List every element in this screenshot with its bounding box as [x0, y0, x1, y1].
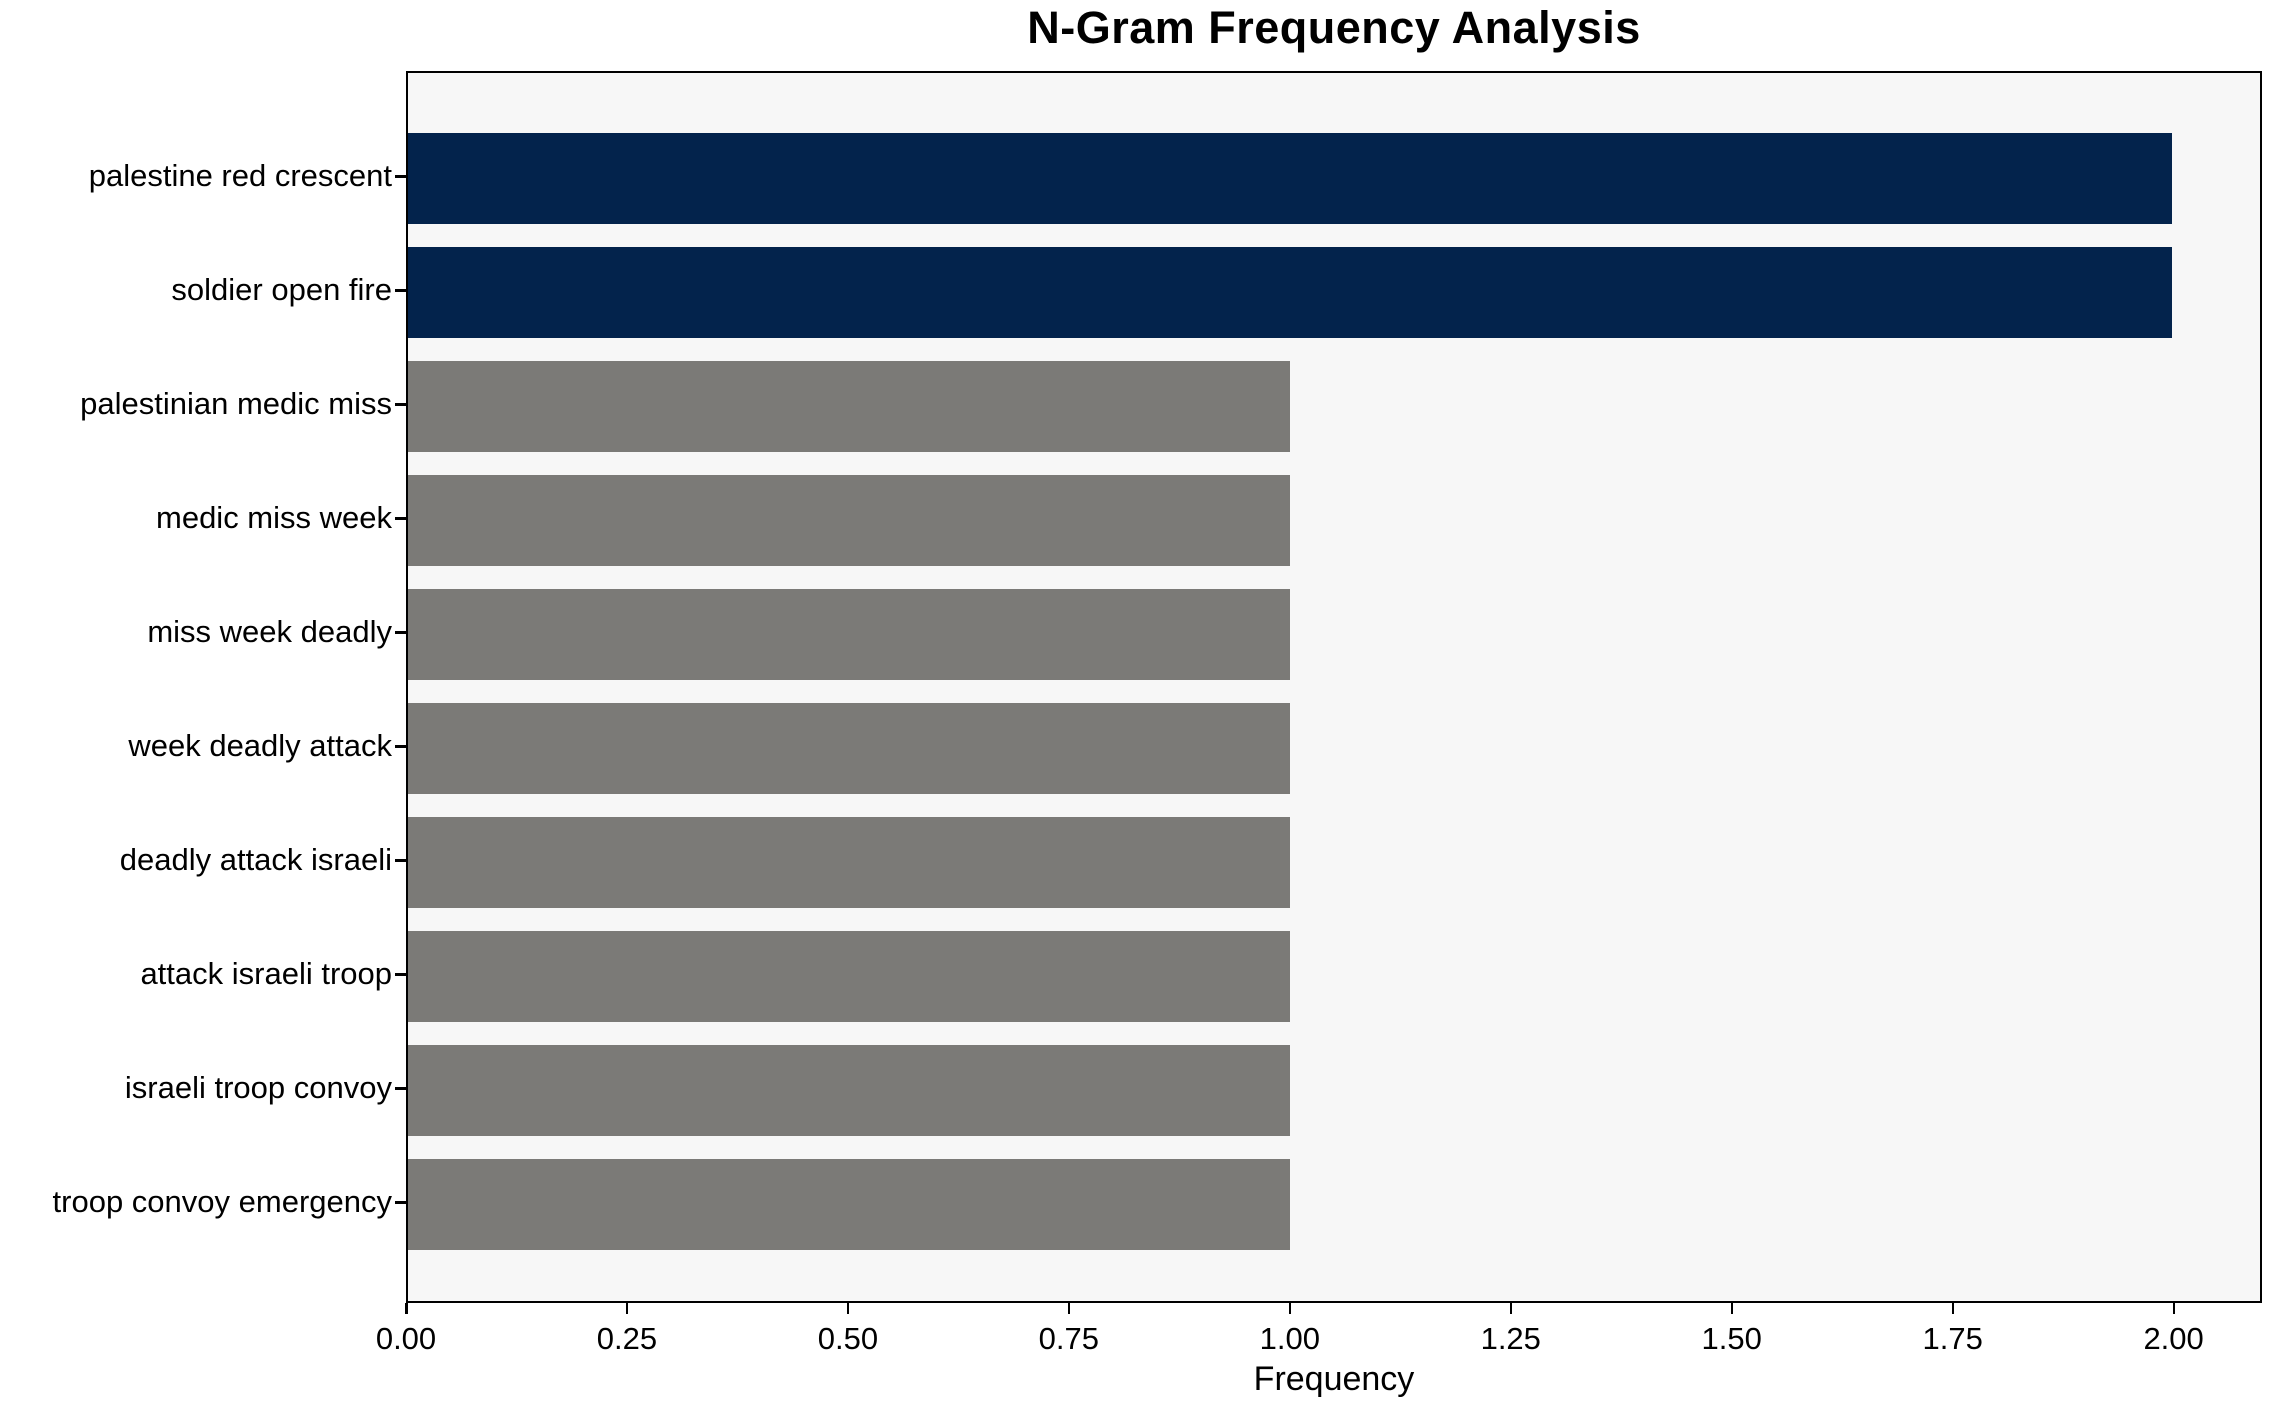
- y-tick-mark: [395, 973, 406, 976]
- y-tick-label: palestine red crescent: [88, 158, 392, 193]
- x-tick-mark: [2172, 1303, 2176, 1314]
- x-tick-label: 0.00: [375, 1321, 437, 1356]
- x-tick-label: 1.25: [1480, 1321, 1541, 1356]
- x-tick-label: 0.25: [596, 1321, 658, 1356]
- bar-week-deadly-attack: [408, 702, 1290, 794]
- x-axis-title: Frequency: [1253, 1360, 1415, 1398]
- x-tick-label: 0.75: [1038, 1321, 1100, 1356]
- y-tick-label: troop convoy emergency: [52, 1184, 392, 1219]
- chart-title: N-Gram Frequency Analysis: [1027, 2, 1641, 53]
- x-tick-label: 2.00: [2143, 1321, 2204, 1356]
- bar-medic-miss-week: [408, 474, 1290, 566]
- x-tick-mark: [1067, 1303, 1071, 1314]
- y-tick-label: palestinian medic miss: [80, 386, 392, 421]
- y-tick-mark: [395, 289, 406, 292]
- bar-troop-convoy-emergency: [408, 1158, 1290, 1250]
- y-tick-mark: [395, 859, 406, 862]
- y-tick-mark: [395, 631, 406, 634]
- bar-attack-israeli-troop: [408, 930, 1290, 1022]
- y-tick-label: medic miss week: [156, 500, 392, 535]
- y-tick-label: week deadly attack: [128, 728, 392, 763]
- x-tick-mark: [1288, 1303, 1292, 1314]
- y-tick-mark: [395, 517, 406, 520]
- y-tick-mark: [395, 175, 406, 178]
- x-tick-mark: [405, 1303, 408, 1314]
- plot-area: [406, 71, 2262, 1303]
- y-tick-mark: [395, 1201, 406, 1204]
- bar-soldier-open-fire: [408, 246, 2172, 338]
- y-tick-label: deadly attack israeli: [119, 842, 392, 877]
- y-tick-mark: [395, 745, 406, 748]
- x-tick-mark: [625, 1303, 629, 1314]
- x-tick-label: 1.50: [1701, 1321, 1762, 1356]
- bar-israeli-troop-convoy: [408, 1044, 1290, 1136]
- y-tick-label: israeli troop convoy: [124, 1070, 392, 1105]
- y-tick-label: miss week deadly: [147, 614, 392, 649]
- y-tick-mark: [395, 403, 406, 406]
- x-tick-mark: [1730, 1303, 1734, 1314]
- bar-miss-week-deadly: [408, 588, 1290, 680]
- bar-palestine-red-crescent: [408, 132, 2172, 224]
- x-tick-label: 1.00: [1259, 1321, 1320, 1356]
- y-tick-mark: [395, 1087, 406, 1090]
- bar-deadly-attack-israeli: [408, 816, 1290, 908]
- x-tick-label: 1.75: [1922, 1321, 1983, 1356]
- bar-palestinian-medic-miss: [408, 360, 1290, 452]
- x-tick-mark: [846, 1303, 850, 1314]
- y-tick-label: soldier open fire: [171, 272, 392, 307]
- x-tick-mark: [1951, 1303, 1955, 1314]
- x-tick-mark: [1509, 1303, 1513, 1314]
- y-tick-label: attack israeli troop: [140, 956, 392, 991]
- x-tick-label: 0.50: [817, 1321, 879, 1356]
